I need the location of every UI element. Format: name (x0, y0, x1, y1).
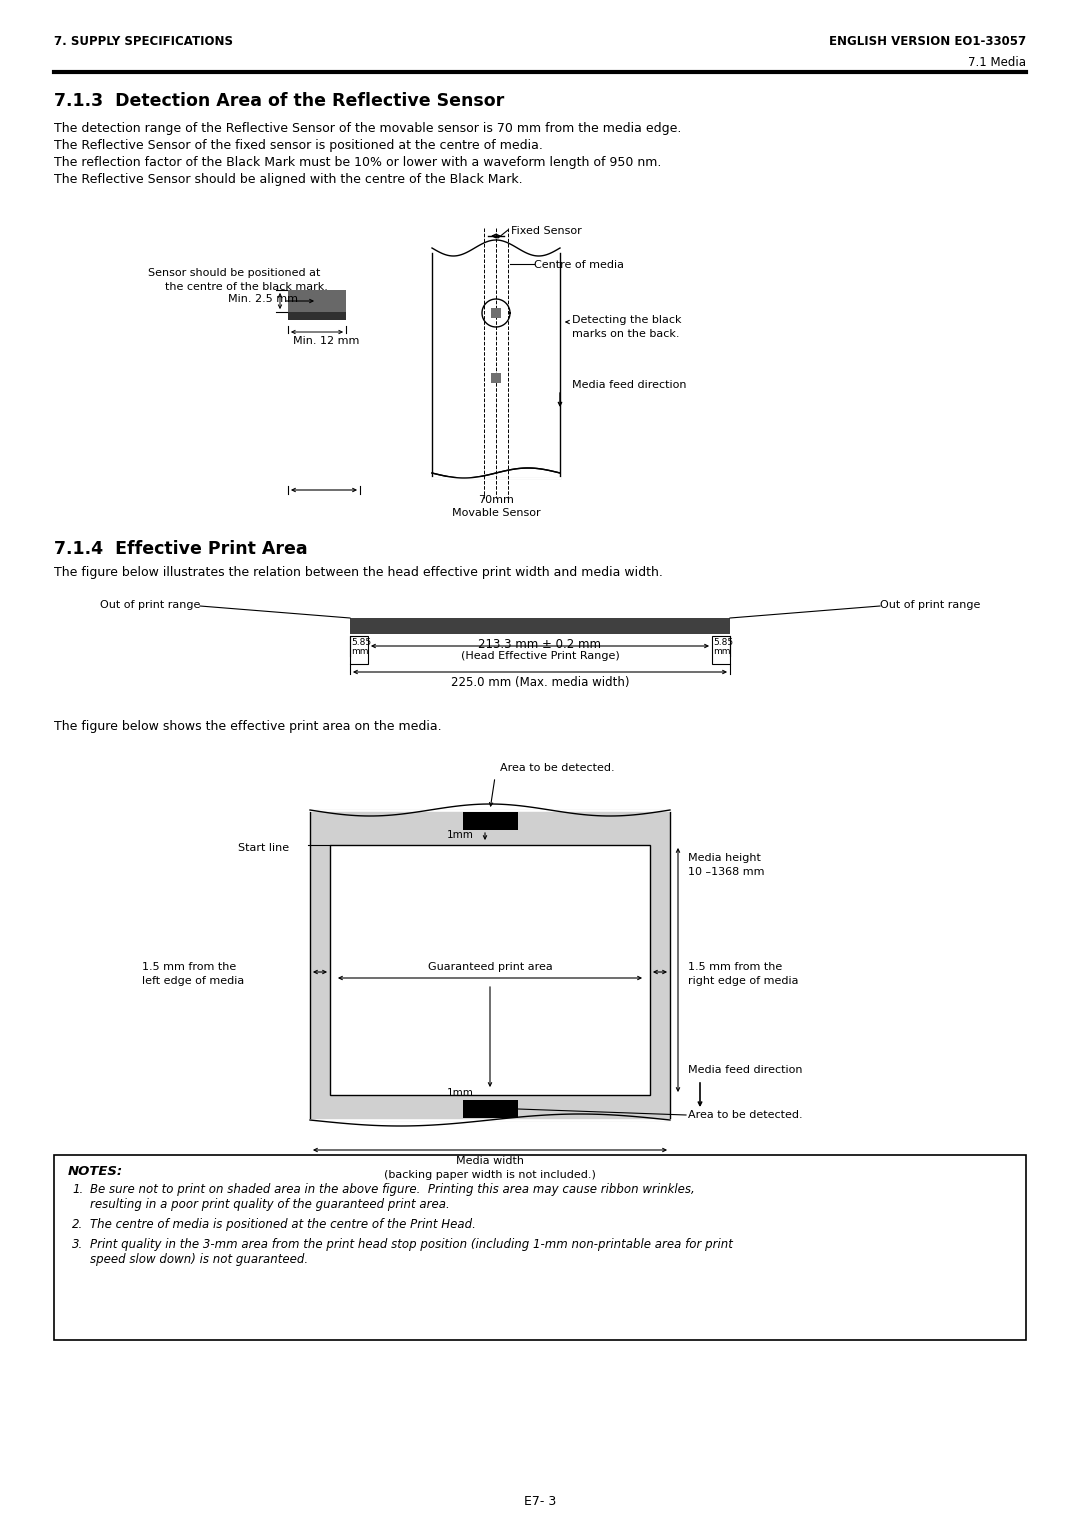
Bar (310, 810, 670, 1120)
Text: Out of print range: Out of print range (880, 601, 981, 610)
Text: Start line: Start line (238, 843, 289, 853)
Text: 1.: 1. (72, 1183, 83, 1196)
Text: The reflection factor of the Black Mark must be 10% or lower with a waveform len: The reflection factor of the Black Mark … (54, 156, 661, 170)
Bar (54, 1155, 1026, 1340)
Text: The Reflective Sensor should be aligned with the centre of the Black Mark.: The Reflective Sensor should be aligned … (54, 173, 523, 186)
Text: mm: mm (351, 646, 368, 656)
Text: NOTES:: NOTES: (68, 1164, 123, 1178)
Text: Print quality in the 3-mm area from the print head stop position (including 1-mm: Print quality in the 3-mm area from the … (90, 1238, 733, 1251)
Text: speed slow down) is not guaranteed.: speed slow down) is not guaranteed. (90, 1253, 308, 1267)
Text: 1mm: 1mm (446, 1088, 473, 1099)
Text: The centre of media is positioned at the centre of the Print Head.: The centre of media is positioned at the… (90, 1218, 476, 1232)
Text: Media height: Media height (688, 853, 761, 863)
Text: Media feed direction: Media feed direction (572, 380, 687, 390)
Text: Centre of media: Centre of media (534, 260, 624, 270)
Text: Fixed Sensor: Fixed Sensor (511, 226, 582, 235)
Text: 7.1 Media: 7.1 Media (968, 57, 1026, 69)
Text: Area to be detected.: Area to be detected. (500, 762, 615, 773)
Text: 1.5 mm from the: 1.5 mm from the (141, 963, 237, 972)
Bar (463, 1100, 518, 1118)
Bar (288, 290, 346, 312)
Text: marks on the back.: marks on the back. (572, 329, 679, 339)
Text: The detection range of the Reflective Sensor of the movable sensor is 70 mm from: The detection range of the Reflective Se… (54, 122, 681, 134)
Text: the centre of the black mark.: the centre of the black mark. (165, 283, 328, 292)
Text: The figure below illustrates the relation between the head effective print width: The figure below illustrates the relatio… (54, 565, 663, 579)
Text: 7.1.4  Effective Print Area: 7.1.4 Effective Print Area (54, 539, 308, 558)
Text: 225.0 mm (Max. media width): 225.0 mm (Max. media width) (450, 675, 630, 689)
Text: Media feed direction: Media feed direction (688, 1065, 802, 1076)
Bar (350, 617, 730, 634)
Text: Min. 2.5 mm: Min. 2.5 mm (228, 293, 298, 304)
Text: Be sure not to print on shaded area in the above figure.  Printing this area may: Be sure not to print on shaded area in t… (90, 1183, 694, 1196)
Text: 213.3 mm ± 0.2 mm: 213.3 mm ± 0.2 mm (478, 639, 602, 651)
Bar (330, 845, 650, 1096)
Bar (350, 636, 368, 665)
Text: Min. 12 mm: Min. 12 mm (293, 336, 360, 345)
Text: Out of print range: Out of print range (99, 601, 200, 610)
Text: E7- 3: E7- 3 (524, 1494, 556, 1508)
Text: Movable Sensor: Movable Sensor (451, 507, 540, 518)
Text: (Head Effective Print Range): (Head Effective Print Range) (461, 651, 619, 662)
Text: mm: mm (713, 646, 730, 656)
Text: The figure below shows the effective print area on the media.: The figure below shows the effective pri… (54, 720, 442, 733)
Text: 5.85: 5.85 (713, 639, 733, 646)
Bar (491, 309, 501, 318)
Text: The Reflective Sensor of the fixed sensor is positioned at the centre of media.: The Reflective Sensor of the fixed senso… (54, 139, 543, 151)
Text: 2.: 2. (72, 1218, 83, 1232)
Text: left edge of media: left edge of media (141, 976, 244, 986)
Text: 3.: 3. (72, 1238, 83, 1251)
Text: 7.1.3  Detection Area of the Reflective Sensor: 7.1.3 Detection Area of the Reflective S… (54, 92, 504, 110)
Text: Detecting the black: Detecting the black (572, 315, 681, 325)
Text: Area to be detected.: Area to be detected. (688, 1109, 802, 1120)
Text: 7. SUPPLY SPECIFICATIONS: 7. SUPPLY SPECIFICATIONS (54, 35, 233, 47)
Bar (288, 312, 346, 319)
Text: right edge of media: right edge of media (688, 976, 798, 986)
Text: 1mm: 1mm (446, 830, 473, 840)
Text: ENGLISH VERSION EO1-33057: ENGLISH VERSION EO1-33057 (828, 35, 1026, 47)
Text: 10 –1368 mm: 10 –1368 mm (688, 866, 765, 877)
Text: resulting in a poor print quality of the guaranteed print area.: resulting in a poor print quality of the… (90, 1198, 449, 1212)
Bar (491, 373, 501, 384)
Text: Sensor should be positioned at: Sensor should be positioned at (148, 267, 321, 278)
Text: Guaranteed print area: Guaranteed print area (428, 963, 552, 972)
Text: 70mm: 70mm (478, 495, 514, 504)
Text: 5.85: 5.85 (351, 639, 372, 646)
Text: 1.5 mm from the: 1.5 mm from the (688, 963, 782, 972)
Text: Media width: Media width (456, 1157, 524, 1166)
Text: (backing paper width is not included.): (backing paper width is not included.) (384, 1170, 596, 1180)
Bar (712, 636, 730, 665)
Bar (463, 811, 518, 830)
